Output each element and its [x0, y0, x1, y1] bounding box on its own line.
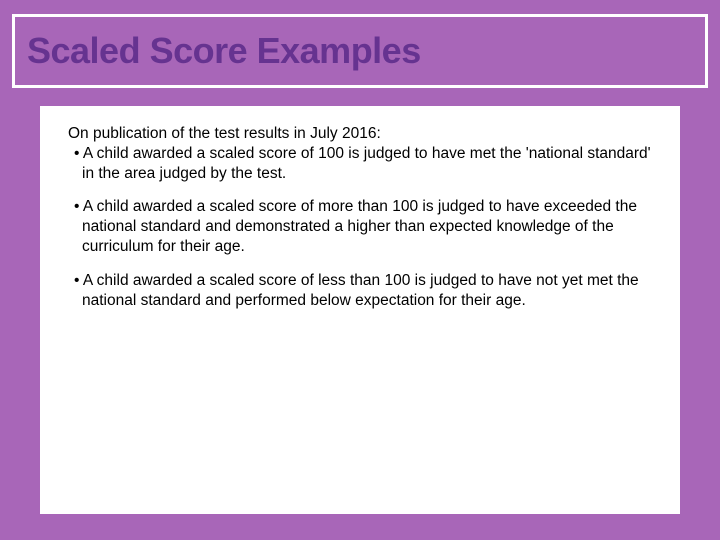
bullet-text: A child awarded a scaled score of less t…: [82, 272, 639, 309]
bullet-item: A child awarded a scaled score of less t…: [68, 271, 652, 311]
intro-line: On publication of the test results in Ju…: [68, 124, 652, 144]
bullet-text: A child awarded a scaled score of more t…: [82, 198, 637, 255]
bullet-item: A child awarded a scaled score of more t…: [68, 197, 652, 256]
intro-sub-bullet: A child awarded a scaled score of 100 is…: [68, 144, 652, 184]
content-frame: On publication of the test results in Ju…: [40, 106, 680, 514]
slide-title: Scaled Score Examples: [27, 32, 421, 70]
title-frame: Scaled Score Examples: [12, 14, 708, 88]
bullet-text: A child awarded a scaled score of 100 is…: [82, 145, 651, 182]
